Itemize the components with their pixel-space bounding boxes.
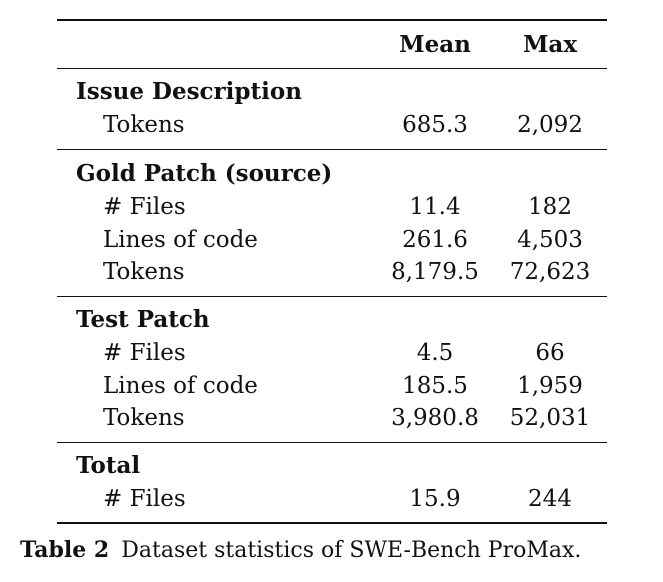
row-label: # Files bbox=[103, 486, 186, 512]
cell-max: 1,959 bbox=[517, 373, 583, 399]
cell-mean: 8,179.5 bbox=[391, 259, 479, 285]
caption-text: Dataset statistics of SWE-Bench ProMax. bbox=[121, 538, 582, 563]
row-label: Lines of code bbox=[103, 227, 258, 253]
cell-max: 2,092 bbox=[517, 112, 583, 138]
column-header-mean: Mean bbox=[399, 31, 471, 58]
cell-mean: 261.6 bbox=[402, 227, 468, 253]
section-rule bbox=[57, 296, 607, 298]
cell-max: 4,503 bbox=[517, 227, 583, 253]
section-title-test-patch: Test Patch bbox=[76, 306, 210, 333]
section-rule bbox=[57, 442, 607, 444]
table-caption: Table 2 Dataset statistics of SWE-Bench P… bbox=[20, 534, 581, 567]
row-label: Tokens bbox=[103, 259, 185, 285]
section-title-total: Total bbox=[76, 452, 141, 479]
table-top-rule bbox=[57, 19, 607, 21]
row-label: Tokens bbox=[103, 112, 185, 138]
row-label: Tokens bbox=[103, 405, 185, 431]
row-label: Lines of code bbox=[103, 373, 258, 399]
section-title-gold-patch: Gold Patch (source) bbox=[76, 160, 333, 187]
cell-max: 72,623 bbox=[509, 259, 591, 285]
header-rule bbox=[57, 68, 607, 70]
cell-mean: 685.3 bbox=[402, 112, 468, 138]
row-label: # Files bbox=[103, 340, 186, 366]
row-label: # Files bbox=[103, 194, 186, 220]
column-header-max: Max bbox=[522, 31, 578, 58]
cell-max: 182 bbox=[528, 194, 572, 220]
cell-max: 52,031 bbox=[509, 405, 591, 431]
section-rule bbox=[57, 149, 607, 151]
section-title-issue-description: Issue Description bbox=[76, 78, 302, 105]
caption-number: Table 2 bbox=[20, 537, 110, 563]
cell-max: 244 bbox=[528, 486, 572, 512]
cell-mean: 15.9 bbox=[409, 486, 461, 512]
cell-mean: 4.5 bbox=[416, 340, 454, 366]
cell-max: 66 bbox=[535, 340, 565, 366]
cell-mean: 11.4 bbox=[409, 194, 461, 220]
cell-mean: 3,980.8 bbox=[391, 405, 479, 431]
table-bottom-rule bbox=[57, 522, 607, 524]
cell-mean: 185.5 bbox=[402, 373, 468, 399]
